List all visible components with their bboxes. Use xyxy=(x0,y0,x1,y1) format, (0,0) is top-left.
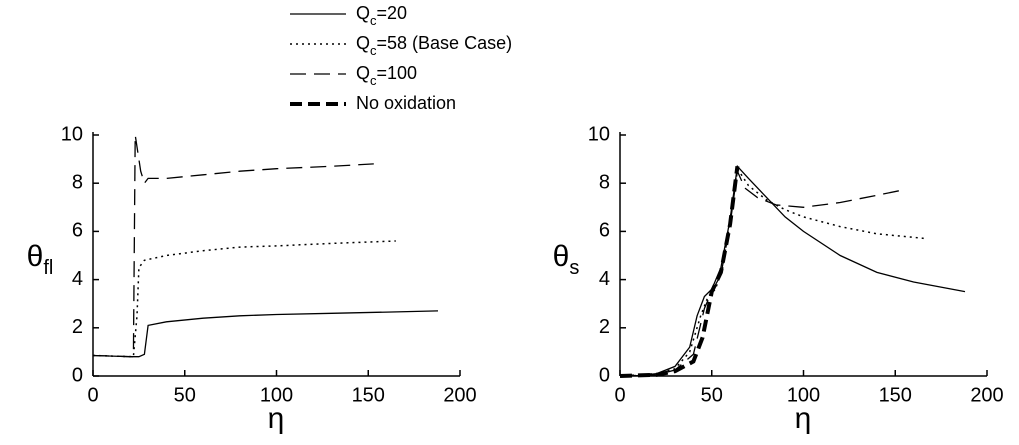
y-tick-label: 6 xyxy=(72,220,83,242)
x-tick-label: 50 xyxy=(701,384,723,406)
y-tick-label: 8 xyxy=(599,171,610,193)
x-tick-label: 100 xyxy=(787,384,820,406)
x-tick-label: 100 xyxy=(260,384,293,406)
y-tick-label: 0 xyxy=(599,364,610,386)
y-tick-label: 0 xyxy=(72,364,83,386)
y-tick-label: 4 xyxy=(72,268,83,290)
series-line xyxy=(92,240,396,358)
series-line xyxy=(92,310,439,358)
legend-label: Qc=100 xyxy=(356,63,417,88)
y-axis-label: θfl xyxy=(27,240,54,279)
x-tick-label: 150 xyxy=(879,384,912,406)
legend-label: Qc=20 xyxy=(356,3,407,28)
x-tick-label: 50 xyxy=(174,384,196,406)
legend-label: No oxidation xyxy=(356,93,456,113)
x-tick-label: 0 xyxy=(87,384,98,406)
y-tick-label: 2 xyxy=(599,316,610,338)
legend-label: Qc=58 (Base Case) xyxy=(356,33,512,58)
series-line xyxy=(619,164,966,377)
x-tick-label: 200 xyxy=(443,384,476,406)
y-tick-label: 4 xyxy=(599,268,610,290)
series-line xyxy=(619,166,927,377)
y-tick-label: 10 xyxy=(588,123,610,145)
y-tick-label: 6 xyxy=(599,220,610,242)
y-tick-label: 8 xyxy=(72,171,83,193)
x-axis-label: η xyxy=(795,402,812,435)
x-tick-label: 0 xyxy=(614,384,625,406)
x-axis-label: η xyxy=(268,402,285,435)
y-tick-label: 2 xyxy=(72,316,83,338)
series-line xyxy=(619,168,901,377)
y-tick-label: 10 xyxy=(61,123,83,145)
x-tick-label: 150 xyxy=(352,384,385,406)
series-line xyxy=(619,166,740,378)
x-tick-label: 200 xyxy=(970,384,1003,406)
y-axis-label: θs xyxy=(553,240,580,279)
series-line xyxy=(92,134,374,358)
